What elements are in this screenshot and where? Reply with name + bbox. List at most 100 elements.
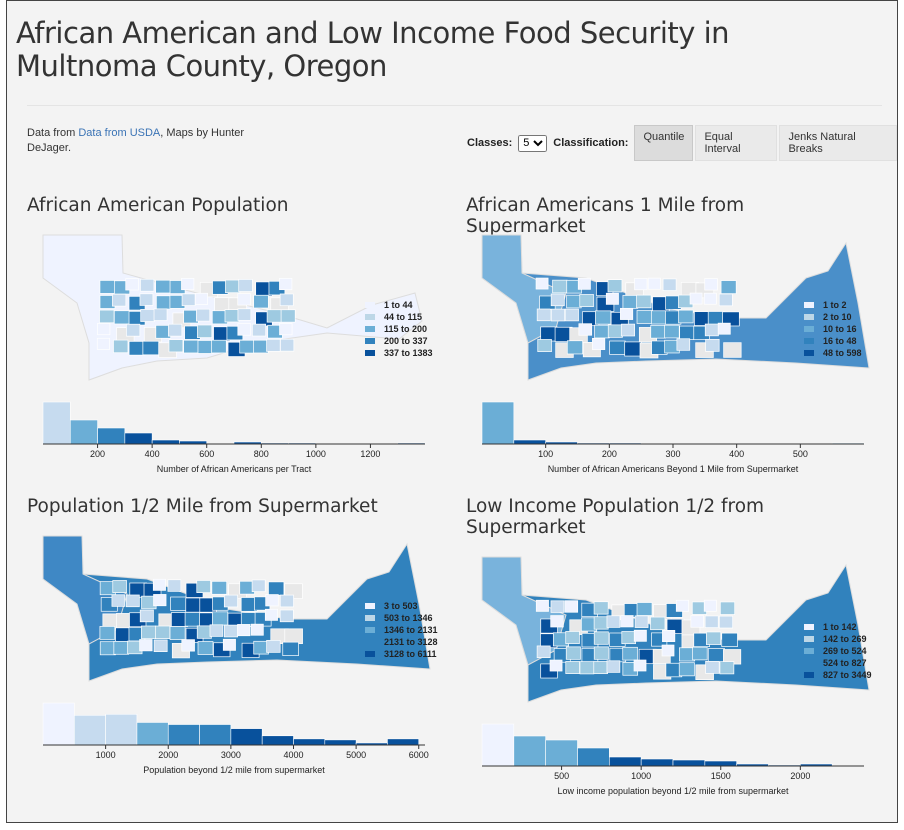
usda-link[interactable]: Data from USDA [78, 127, 161, 139]
tract [99, 280, 116, 294]
histogram-bar [513, 735, 546, 767]
legend-label: 1 to 2 [823, 300, 847, 310]
tract [717, 322, 731, 335]
tract [689, 292, 703, 305]
tract [664, 324, 680, 339]
tract [237, 308, 252, 321]
page: African American and Low Income Food Sec… [6, 0, 898, 823]
tract [251, 323, 267, 337]
tract [678, 662, 695, 677]
tract [142, 340, 160, 356]
tract [621, 631, 636, 645]
tract [722, 311, 740, 327]
histogram-bar [577, 747, 610, 767]
tract [719, 601, 736, 615]
tract [224, 309, 240, 323]
tract [721, 632, 738, 647]
tract [692, 646, 708, 661]
tract [153, 594, 167, 607]
x-tick-label: 300 [665, 449, 680, 459]
tract [222, 638, 236, 651]
tract [225, 279, 241, 294]
legend-swatch [804, 314, 814, 320]
tract [577, 277, 591, 290]
legend-swatch [365, 615, 375, 621]
tract [624, 341, 642, 357]
tract [718, 293, 733, 307]
tract [266, 338, 281, 352]
tract [181, 278, 195, 291]
tract [111, 594, 126, 607]
histogram-bar [481, 401, 515, 445]
x-tick-label: 1000 [306, 449, 326, 459]
page-title: African American and Low Income Food Sec… [16, 16, 730, 83]
legend-swatch [804, 672, 814, 678]
tract [633, 629, 647, 642]
tract [99, 641, 116, 656]
x-tick-label: 1500 [711, 771, 731, 781]
tract [113, 339, 129, 354]
histogram-bar [124, 432, 153, 445]
legend-label: 3 to 503 [384, 601, 418, 611]
legend-label: 503 to 1346 [384, 613, 433, 623]
tract [679, 325, 696, 340]
map-panel: Low Income Population 1/2 from Supermark… [466, 496, 886, 796]
tract [253, 339, 269, 354]
tract [549, 659, 563, 672]
tract [279, 278, 293, 291]
tract [253, 294, 269, 309]
histogram-bar [199, 724, 232, 746]
divider [27, 105, 882, 106]
legend-swatch [365, 326, 375, 332]
tract [155, 625, 171, 639]
tract [139, 609, 154, 623]
tract [197, 340, 214, 354]
tract [181, 293, 196, 306]
tract [96, 337, 110, 350]
tract [620, 323, 635, 337]
legend-label: 1346 to 2131 [384, 625, 438, 635]
tract [650, 310, 668, 325]
classification-button[interactable]: Equal Interval [695, 125, 778, 161]
legend-label: 2 to 10 [823, 312, 852, 322]
legend-swatch [804, 326, 814, 332]
x-tick-label: 6000 [409, 750, 429, 760]
legend-swatch [365, 350, 375, 356]
classification-label: Classification: [553, 137, 629, 149]
tract [620, 615, 634, 628]
x-axis-label: Low income population beyond 1/2 mile fr… [557, 786, 789, 796]
classification-button[interactable]: Quantile [634, 125, 694, 161]
tract [690, 615, 704, 628]
tract [183, 339, 199, 354]
tract [622, 646, 638, 661]
tract [566, 294, 582, 309]
tract [112, 293, 127, 307]
tract [620, 307, 634, 320]
x-axis-label: Population beyond 1/2 mile from supermar… [143, 765, 325, 775]
classification-button[interactable]: Jenks Natural Breaks [779, 125, 897, 161]
classes-label: Classes: [467, 137, 513, 149]
classes-select[interactable]: 5 [518, 134, 548, 152]
map [481, 556, 870, 703]
histogram-bar [74, 714, 106, 746]
legend-label: 142 to 269 [823, 634, 867, 644]
tract [550, 615, 564, 628]
controls: Classes: 5 Classification: Quantile Equal… [467, 125, 897, 161]
histogram-bar [42, 702, 75, 746]
tract [266, 309, 282, 323]
tract [239, 339, 255, 354]
tract [606, 660, 621, 673]
legend-swatch [365, 302, 375, 308]
tract [550, 293, 565, 307]
histogram-bar [230, 728, 263, 746]
x-tick-label: 1000 [96, 750, 116, 760]
histogram-bar [609, 756, 642, 767]
tract [279, 594, 294, 608]
tract [99, 309, 115, 324]
legend-label: 16 to 48 [823, 336, 857, 346]
panel-title: Population 1/2 Mile from Supermarket [27, 496, 378, 517]
tract [268, 581, 285, 596]
legend-label: 44 to 115 [384, 312, 422, 322]
tract [113, 641, 130, 655]
tract [607, 279, 623, 293]
